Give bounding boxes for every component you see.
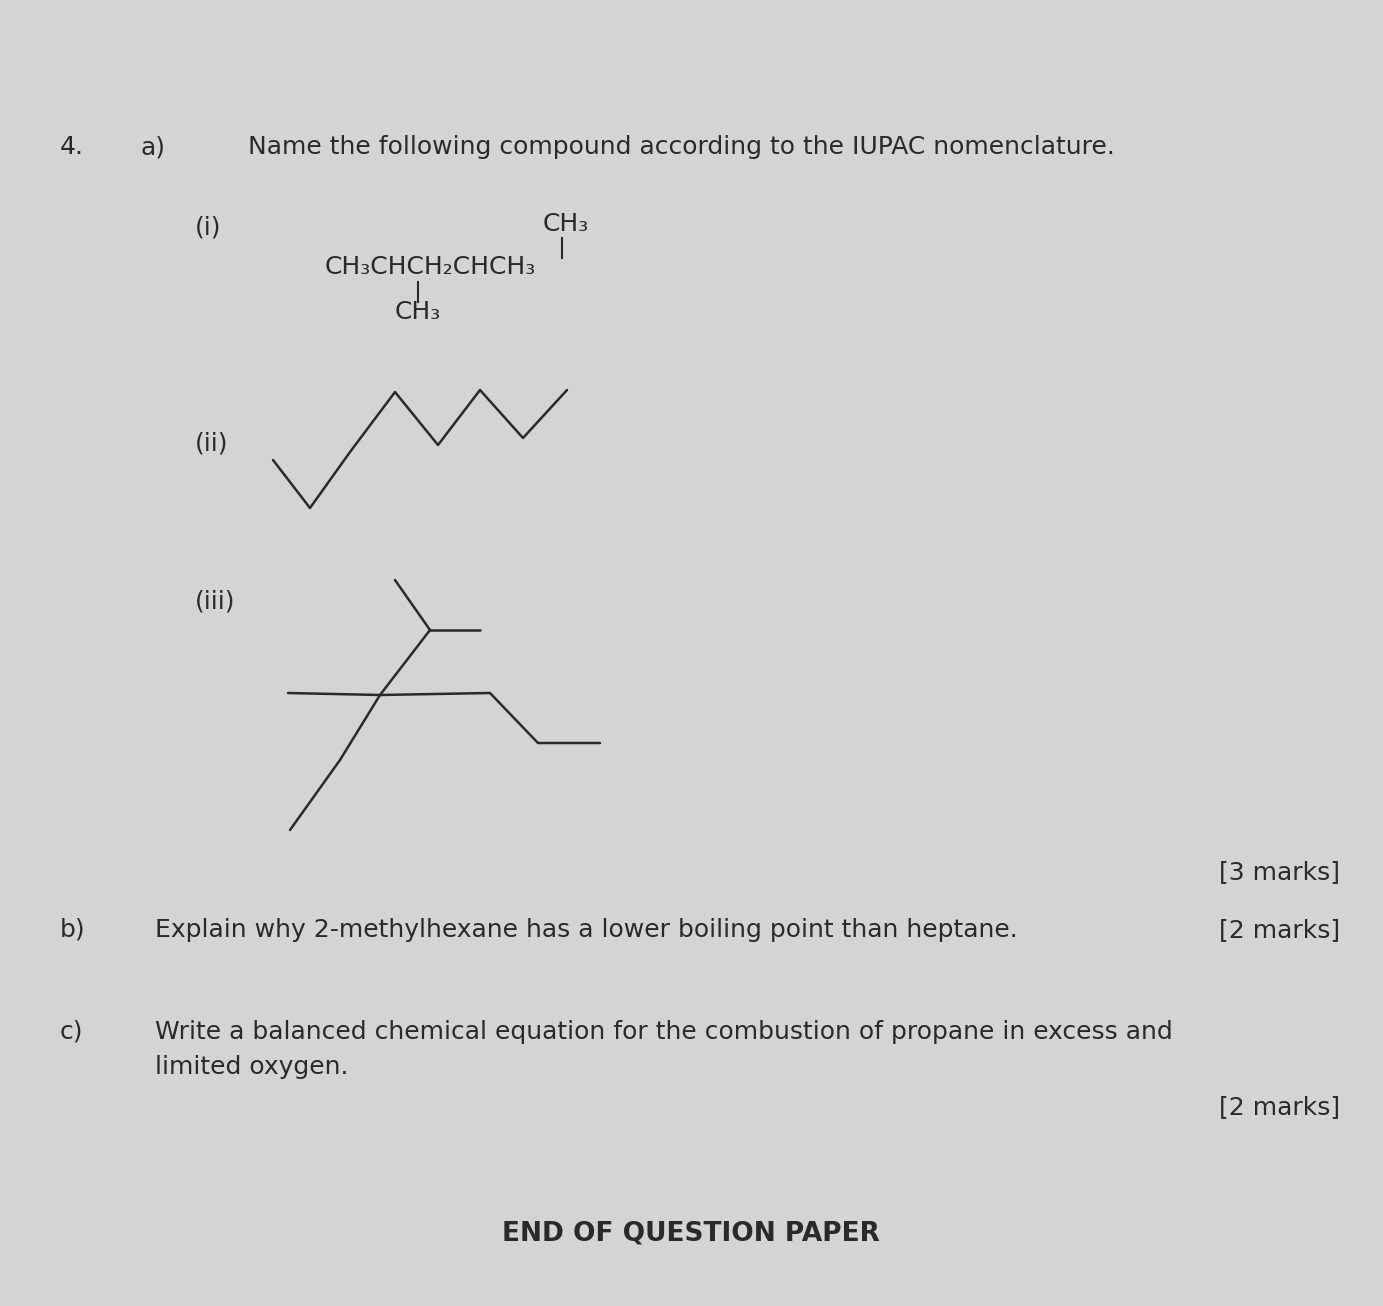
Text: Name the following compound according to the IUPAC nomenclature.: Name the following compound according to… — [248, 135, 1115, 159]
Text: b): b) — [59, 918, 86, 942]
Text: [2 marks]: [2 marks] — [1218, 1094, 1340, 1119]
Text: 4.: 4. — [59, 135, 84, 159]
Text: [3 marks]: [3 marks] — [1218, 859, 1340, 884]
Text: Explain why 2-methylhexane has a lower boiling point than heptane.: Explain why 2-methylhexane has a lower b… — [155, 918, 1018, 942]
Text: (i): (i) — [195, 215, 221, 239]
Text: CH₃CHCH₂CHCH₃: CH₃CHCH₂CHCH₃ — [325, 255, 537, 279]
Text: (ii): (ii) — [195, 432, 228, 456]
Text: [2 marks]: [2 marks] — [1218, 918, 1340, 942]
Text: (iii): (iii) — [195, 590, 235, 614]
Text: c): c) — [59, 1020, 83, 1043]
Text: limited oxygen.: limited oxygen. — [155, 1055, 349, 1079]
Text: CH₃: CH₃ — [396, 300, 441, 324]
Text: a): a) — [140, 135, 165, 159]
Text: Write a balanced chemical equation for the combustion of propane in excess and: Write a balanced chemical equation for t… — [155, 1020, 1173, 1043]
Text: CH₃: CH₃ — [544, 212, 589, 236]
Text: END OF QUESTION PAPER: END OF QUESTION PAPER — [502, 1220, 880, 1246]
